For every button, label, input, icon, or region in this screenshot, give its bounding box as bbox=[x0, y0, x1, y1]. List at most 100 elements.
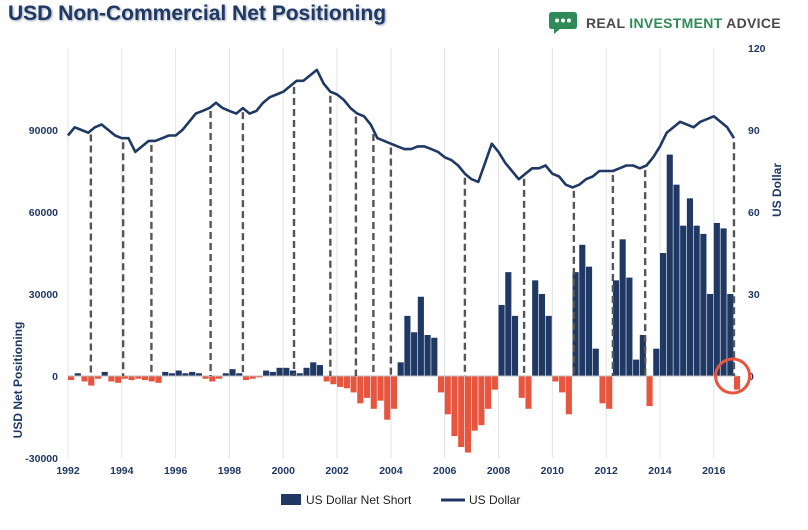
net-position-bar bbox=[606, 376, 613, 409]
x-tick-label: 2008 bbox=[487, 465, 511, 477]
net-position-bar bbox=[141, 376, 149, 381]
net-position-bar bbox=[458, 376, 465, 448]
net-position-bar bbox=[424, 335, 431, 376]
net-position-bar bbox=[404, 315, 411, 376]
net-position-bar bbox=[673, 184, 680, 376]
x-tick-label: 2010 bbox=[541, 465, 565, 477]
page-title: USD Non-Commercial Net Positioning bbox=[8, 2, 387, 25]
net-position-bar bbox=[229, 369, 236, 376]
net-position-bar bbox=[565, 376, 572, 415]
x-tick-label: 2006 bbox=[433, 465, 457, 477]
brand-name: REAL INVESTMENT ADVICE bbox=[586, 15, 781, 31]
y-right-axis-title: US Dollar bbox=[770, 163, 784, 217]
legend-label-line: US Dollar bbox=[469, 493, 520, 507]
net-position-bar bbox=[81, 376, 88, 382]
net-position-bar bbox=[538, 294, 546, 376]
net-position-bar bbox=[599, 376, 606, 404]
net-position-bar bbox=[242, 376, 250, 381]
y-left-tick-label: 30000 bbox=[29, 289, 58, 301]
net-position-bar bbox=[686, 198, 694, 376]
highlight-circle bbox=[714, 357, 752, 395]
net-position-bar bbox=[559, 376, 566, 393]
y-right-tick-label: 120 bbox=[748, 43, 766, 55]
net-position-bar bbox=[363, 376, 371, 398]
net-position-bar bbox=[532, 280, 539, 376]
net-position-bar bbox=[121, 376, 128, 379]
x-tick-label: 2016 bbox=[702, 465, 726, 477]
net-position-bar bbox=[727, 294, 734, 376]
net-position-bar bbox=[350, 376, 357, 393]
net-position-bar bbox=[162, 371, 169, 376]
x-tick-label: 2012 bbox=[594, 465, 618, 477]
net-position-bar bbox=[310, 362, 317, 376]
y-left-tick-label: 0 bbox=[52, 371, 58, 383]
net-position-bar bbox=[700, 233, 707, 376]
x-tick-label: 2014 bbox=[648, 465, 672, 477]
net-position-bar bbox=[464, 376, 472, 453]
y-right-tick-label: 30 bbox=[748, 289, 760, 301]
net-position-bar bbox=[579, 244, 586, 376]
net-position-bar bbox=[633, 359, 640, 376]
net-position-bar bbox=[343, 376, 350, 389]
net-position-bar bbox=[437, 376, 445, 393]
net-position-bar bbox=[263, 370, 270, 376]
net-position-bar bbox=[128, 376, 135, 381]
x-tick-label: 1998 bbox=[218, 465, 242, 477]
net-position-bar bbox=[296, 373, 303, 376]
net-position-bar bbox=[195, 373, 202, 376]
net-position-bar bbox=[370, 376, 377, 409]
brand-logo: REAL INVESTMENT ADVICE bbox=[548, 10, 781, 36]
net-position-bar bbox=[323, 376, 330, 382]
net-position-bar bbox=[612, 280, 620, 376]
brand-word-3: ADVICE bbox=[726, 15, 781, 31]
net-position-bar bbox=[733, 376, 741, 390]
legend-swatch-bar bbox=[281, 494, 301, 505]
net-position-bar bbox=[236, 373, 243, 376]
net-position-bar bbox=[411, 332, 418, 376]
net-position-bar bbox=[572, 272, 579, 376]
net-position-bar bbox=[666, 154, 673, 376]
net-position-bar bbox=[74, 373, 81, 376]
brand-word-2: INVESTMENT bbox=[629, 15, 723, 31]
net-position-bar bbox=[68, 376, 75, 381]
net-position-bar bbox=[639, 335, 646, 376]
net-position-bar bbox=[148, 376, 155, 382]
net-position-bar bbox=[619, 239, 626, 376]
net-position-bar bbox=[451, 376, 458, 437]
net-position-bar bbox=[498, 304, 505, 376]
net-position-bar bbox=[135, 376, 142, 379]
brand-word-1: REAL bbox=[586, 15, 626, 31]
net-position-bar bbox=[680, 225, 687, 376]
net-position-bar bbox=[222, 373, 229, 376]
net-position-bar bbox=[471, 376, 478, 431]
net-position-bar bbox=[202, 376, 209, 379]
net-position-bar bbox=[384, 376, 391, 420]
us-dollar-line bbox=[66, 68, 736, 189]
net-position-bar bbox=[269, 371, 276, 376]
net-position-bar bbox=[552, 376, 559, 382]
net-position-bar bbox=[659, 253, 667, 376]
y-left-tick-label: 60000 bbox=[29, 207, 58, 219]
net-position-bar bbox=[256, 376, 263, 378]
net-position-bar bbox=[720, 228, 727, 376]
net-position-bar bbox=[713, 222, 720, 376]
net-position-bar bbox=[417, 296, 424, 376]
net-position-bar bbox=[330, 376, 337, 385]
net-position-bar bbox=[444, 376, 451, 415]
net-position-bar bbox=[377, 376, 384, 401]
net-position-bar bbox=[511, 315, 519, 376]
net-position-bar bbox=[101, 371, 108, 376]
x-tick-label: 2004 bbox=[379, 465, 403, 477]
net-position-bar bbox=[585, 266, 593, 376]
y-right-tick-label: 90 bbox=[748, 125, 760, 137]
legend-label-bar: US Dollar Net Short bbox=[306, 493, 412, 507]
net-position-bar bbox=[397, 362, 404, 376]
net-position-bar bbox=[431, 337, 438, 376]
net-position-bar bbox=[337, 376, 344, 387]
net-position-bar bbox=[316, 365, 324, 376]
x-tick-label: 1992 bbox=[56, 465, 80, 477]
net-position-bar bbox=[215, 376, 223, 379]
x-tick-label: 1994 bbox=[110, 465, 134, 477]
speech-bubble-icon bbox=[549, 12, 577, 34]
net-position-bar bbox=[518, 376, 525, 398]
